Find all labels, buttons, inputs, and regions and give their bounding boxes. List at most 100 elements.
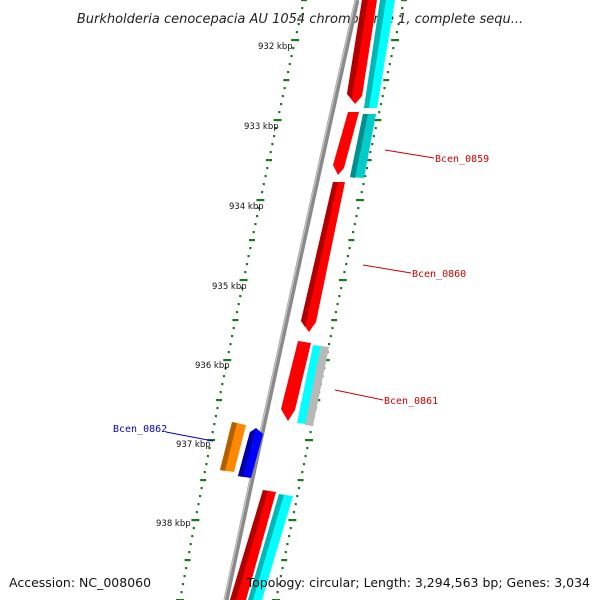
inner-scale-tick-33 bbox=[245, 263, 249, 266]
outer-scale-tick-13 bbox=[379, 103, 383, 106]
forward-strand-genes bbox=[230, 0, 377, 600]
outer-scale-tick-25 bbox=[356, 199, 364, 202]
scale-label-934: 934 kbp bbox=[229, 202, 264, 212]
inner-scale-tick-59 bbox=[203, 471, 206, 474]
outer-scale-tick-12 bbox=[381, 95, 384, 98]
outer-scale-tick-11 bbox=[383, 87, 386, 90]
outer-scale-tick-21 bbox=[365, 167, 369, 170]
inner-scale-tick-61 bbox=[200, 487, 203, 490]
inner-scale-tick-44 bbox=[227, 351, 230, 354]
label-leaders bbox=[165, 149, 435, 442]
inner-scale-tick-69 bbox=[188, 551, 191, 554]
gene-cyan-1-shade bbox=[364, 0, 386, 108]
outer-scale-tick-9 bbox=[386, 71, 390, 74]
outer-scale-tick-43 bbox=[328, 343, 331, 346]
inner-scale-tick-65 bbox=[191, 519, 200, 522]
outer-scale-tick-0 bbox=[401, 0, 407, 2]
scale-label-932: 932 kbp bbox=[258, 42, 293, 52]
inner-scale-tick-11 bbox=[283, 87, 286, 90]
gene-label-bcen0860[interactable]: Bcen_0860 bbox=[412, 269, 466, 280]
inner-scale-tick-53 bbox=[213, 423, 216, 426]
inner-scale-tick-22 bbox=[264, 175, 267, 178]
outer-scale-tick-54 bbox=[309, 431, 312, 434]
gene-orange-shade bbox=[220, 422, 237, 471]
outer-scale-tick-60 bbox=[297, 479, 304, 482]
outer-scale-tick-16 bbox=[374, 127, 377, 130]
inner-scale-tick-41 bbox=[232, 327, 235, 330]
outer-scale-tick-5 bbox=[391, 39, 400, 42]
inner-scale-tick-43 bbox=[229, 343, 232, 346]
inner-scale-tick-16 bbox=[274, 127, 277, 130]
outer-scale-tick-18 bbox=[371, 143, 374, 146]
outer-scale-tick-10 bbox=[383, 79, 390, 82]
outer-scale-tick-72 bbox=[279, 575, 282, 578]
inner-scale-tick-38 bbox=[237, 303, 240, 306]
outer-scale-tick-14 bbox=[378, 111, 381, 114]
inner-scale-tick-67 bbox=[191, 535, 194, 538]
outer-scale-tick-20 bbox=[365, 159, 372, 162]
gene-red-1-shade bbox=[347, 0, 368, 98]
outer-scale-tick-68 bbox=[286, 543, 289, 546]
summary-text: Topology: circular; Length: 3,294,563 bp… bbox=[246, 575, 590, 590]
inner-scale-tick-46 bbox=[224, 367, 227, 370]
outer-scale-tick-71 bbox=[281, 567, 284, 570]
inner-scale-tick-66 bbox=[192, 527, 195, 530]
outer-scale-tick-37 bbox=[338, 295, 341, 298]
outer-scale-tick-35 bbox=[338, 279, 347, 282]
outer-scale-tick-15 bbox=[373, 119, 382, 122]
outer-scale-dots bbox=[272, 0, 407, 600]
inner-scale-tick-63 bbox=[197, 503, 200, 506]
reverse-strand-genes bbox=[248, 0, 395, 600]
gene-red-3-shade bbox=[301, 182, 338, 327]
inner-scale-tick-58 bbox=[205, 463, 208, 466]
gene-red-2[interactable] bbox=[333, 112, 359, 175]
scale-label-938: 938 kbp bbox=[156, 519, 191, 529]
outer-scale-tick-42 bbox=[329, 335, 332, 338]
inner-scale-tick-28 bbox=[254, 223, 257, 226]
inner-scale-tick-32 bbox=[247, 255, 250, 258]
outer-scale-tick-1 bbox=[401, 7, 404, 10]
outer-scale-tick-24 bbox=[360, 191, 363, 194]
gene-label-bcen0861[interactable]: Bcen_0861 bbox=[384, 396, 438, 407]
inner-scale-tick-36 bbox=[240, 287, 244, 290]
outer-scale-tick-26 bbox=[357, 207, 360, 210]
inner-scale-tick-74 bbox=[180, 591, 183, 594]
inner-scale-tick-56 bbox=[208, 447, 211, 450]
inner-scale-tick-68 bbox=[189, 543, 192, 546]
outer-scale-tick-73 bbox=[278, 583, 281, 586]
inner-scale-tick-54 bbox=[211, 431, 214, 434]
scale-label-937: 937 kbp bbox=[176, 440, 211, 450]
inner-scale-tick-71 bbox=[185, 567, 188, 570]
outer-scale-tick-28 bbox=[353, 223, 356, 226]
gene-cyan-3[interactable] bbox=[297, 345, 321, 424]
inner-scale-tick-49 bbox=[219, 391, 222, 394]
inner-scale-tick-12 bbox=[281, 95, 284, 98]
outer-scale-tick-31 bbox=[348, 247, 351, 250]
outer-scale-tick-2 bbox=[399, 15, 402, 18]
gene-label-bcen0862[interactable]: Bcen_0862 bbox=[113, 424, 167, 435]
inner-scale-tick-47 bbox=[222, 375, 226, 378]
outer-scale-tick-7 bbox=[390, 55, 393, 58]
inner-scale-tick-13 bbox=[280, 103, 283, 106]
outer-scale-tick-29 bbox=[352, 231, 355, 234]
inner-scale-tick-7 bbox=[290, 55, 293, 58]
outer-scale-tick-67 bbox=[288, 535, 291, 538]
gene-grey-pseudo[interactable] bbox=[305, 346, 329, 426]
outer-scale-tick-4 bbox=[395, 31, 398, 34]
inner-scale-tick-3 bbox=[297, 23, 300, 26]
inner-scale-tick-30 bbox=[249, 239, 255, 242]
inner-scale-tick-62 bbox=[199, 495, 202, 498]
inner-scale-tick-25 bbox=[256, 199, 265, 202]
outer-scale-tick-62 bbox=[296, 495, 299, 498]
inner-scale-tick-27 bbox=[256, 215, 259, 218]
gene-label-bcen0859[interactable]: Bcen_0859 bbox=[435, 154, 489, 165]
leader-bcen0860 bbox=[362, 264, 412, 274]
outer-scale-tick-34 bbox=[343, 271, 346, 274]
outer-scale-tick-63 bbox=[294, 503, 297, 506]
outer-scale-tick-17 bbox=[372, 135, 375, 138]
inner-scale-tick-73 bbox=[181, 583, 185, 586]
inner-scale-tick-10 bbox=[283, 79, 290, 82]
gene-red-4[interactable] bbox=[281, 341, 311, 421]
inner-scale-tick-64 bbox=[195, 511, 198, 514]
inner-scale-tick-26 bbox=[257, 207, 260, 210]
